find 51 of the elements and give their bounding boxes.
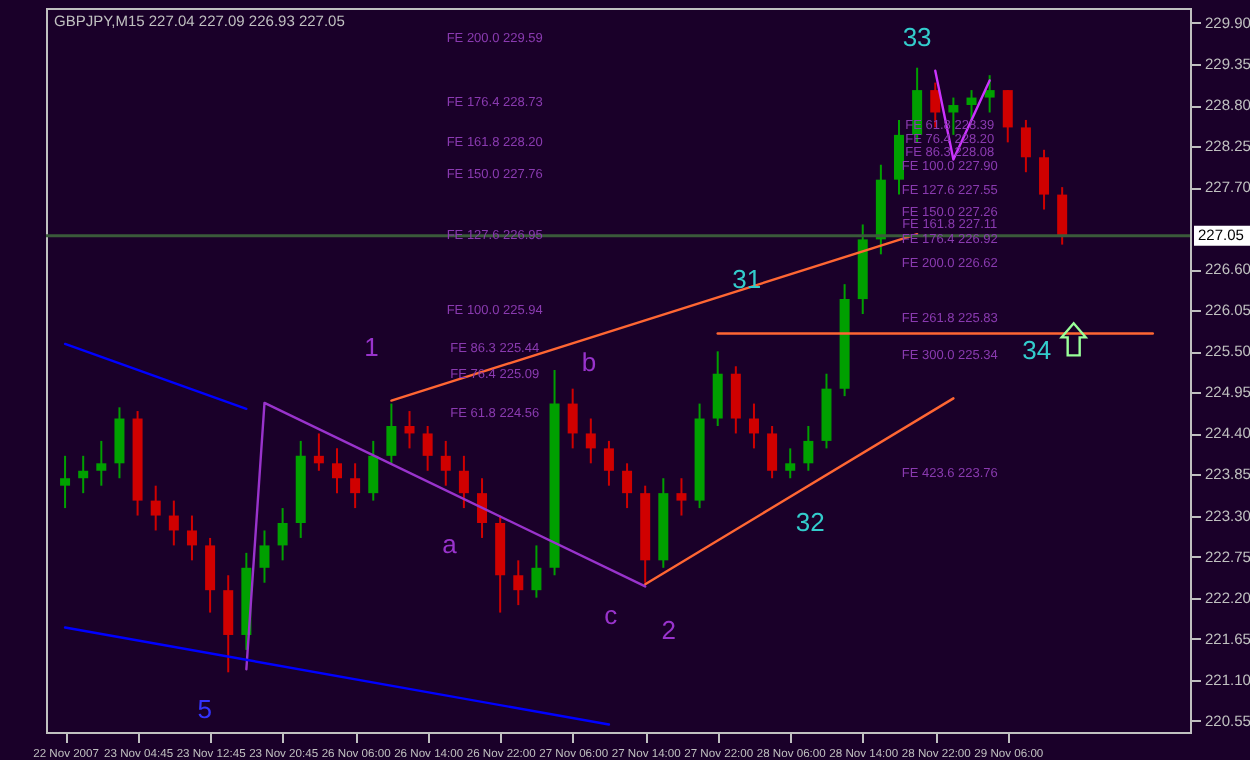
candlestick xyxy=(1020,118,1031,174)
annotation: 5 xyxy=(197,693,212,724)
candlestick xyxy=(114,406,125,480)
annotation: 2 xyxy=(661,615,676,646)
annotation: 32 xyxy=(795,507,825,538)
candlestick xyxy=(404,410,415,450)
candlestick xyxy=(567,387,578,450)
candlestick xyxy=(1002,89,1013,144)
candlestick xyxy=(422,424,433,472)
candlestick xyxy=(205,536,216,614)
annotation: a xyxy=(442,529,459,560)
candlestick xyxy=(277,507,288,562)
candlestick xyxy=(168,499,179,547)
annotation: 1 xyxy=(364,331,379,362)
candlestick xyxy=(803,424,814,472)
candlestick xyxy=(513,559,524,607)
candlestick xyxy=(186,514,197,562)
annotation: b xyxy=(581,346,597,377)
candlestick xyxy=(730,365,741,435)
candlestick xyxy=(458,454,469,510)
candlestick xyxy=(676,477,687,517)
candlestick xyxy=(585,417,596,465)
candlestick xyxy=(386,402,397,465)
candlestick xyxy=(350,462,361,510)
candlestick xyxy=(60,454,71,510)
candlestick xyxy=(78,454,89,495)
annotation: c xyxy=(604,600,619,631)
candlestick xyxy=(1039,148,1050,211)
candlestick xyxy=(622,462,633,510)
candlestick xyxy=(223,574,234,674)
annotation: 33 xyxy=(902,21,932,52)
candlestick xyxy=(313,432,324,472)
candlestick xyxy=(603,439,614,487)
candlestick xyxy=(712,350,723,427)
candlestick xyxy=(259,529,270,584)
candlestick xyxy=(748,402,759,450)
candlestick xyxy=(150,484,161,532)
candlestick xyxy=(767,424,778,480)
candlestick xyxy=(785,447,796,480)
annotation: 31 xyxy=(732,264,762,295)
candlestick xyxy=(368,439,379,502)
candlestick xyxy=(332,447,342,495)
candlestick xyxy=(1057,186,1068,246)
candlestick xyxy=(477,477,488,539)
candlestick xyxy=(96,439,107,487)
candlestick xyxy=(440,439,451,487)
candlestick xyxy=(894,118,904,196)
candlestick xyxy=(531,544,542,599)
candlestick xyxy=(984,74,995,114)
candlestick xyxy=(966,89,977,121)
annotation: 34 xyxy=(1022,335,1052,366)
